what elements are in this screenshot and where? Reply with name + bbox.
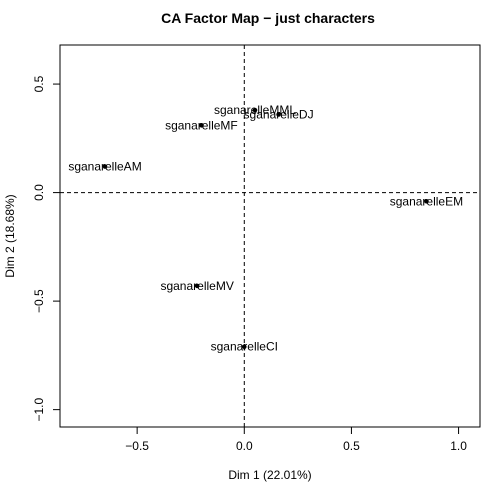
data-point <box>252 107 258 113</box>
data-point-label: sganarelleCI <box>211 340 278 354</box>
x-tick-label: −0.5 <box>125 439 149 453</box>
x-tick-label: 0.0 <box>236 439 253 453</box>
data-point <box>199 123 204 128</box>
y-tick-label: −0.5 <box>32 289 46 313</box>
data-point-label: sganarelleMF <box>165 118 238 132</box>
data-point <box>276 112 281 117</box>
data-point-label: sganarelleMML <box>214 103 296 117</box>
data-point <box>424 198 429 204</box>
data-point-label: sganarelleDJ <box>244 107 314 121</box>
x-axis-ticks: −0.5 0.0 0.5 1.0 <box>125 427 467 453</box>
data-point-label: sganarelleEM <box>390 194 463 208</box>
y-tick-label: 0.5 <box>32 75 46 92</box>
x-tick-label: 1.0 <box>450 439 467 453</box>
chart-title: CA Factor Map − just characters <box>161 10 375 26</box>
data-point-label: sganarelleAM <box>68 160 141 174</box>
data-point-label: sganarelleMV <box>160 279 233 293</box>
y-axis-ticks: −1.0 −0.5 0.0 0.5 <box>32 75 60 421</box>
plot-frame <box>59 44 481 428</box>
data-point <box>194 283 200 289</box>
x-axis-label: Dim 1 (22.01%) <box>228 468 311 482</box>
data-point <box>241 344 247 349</box>
y-tick-label: −1.0 <box>32 397 46 421</box>
x-tick-label: 0.5 <box>343 439 360 453</box>
data-point <box>102 164 108 169</box>
y-tick-label: 0.0 <box>32 184 46 201</box>
y-axis-label: Dim 2 (18.68%) <box>3 194 17 277</box>
